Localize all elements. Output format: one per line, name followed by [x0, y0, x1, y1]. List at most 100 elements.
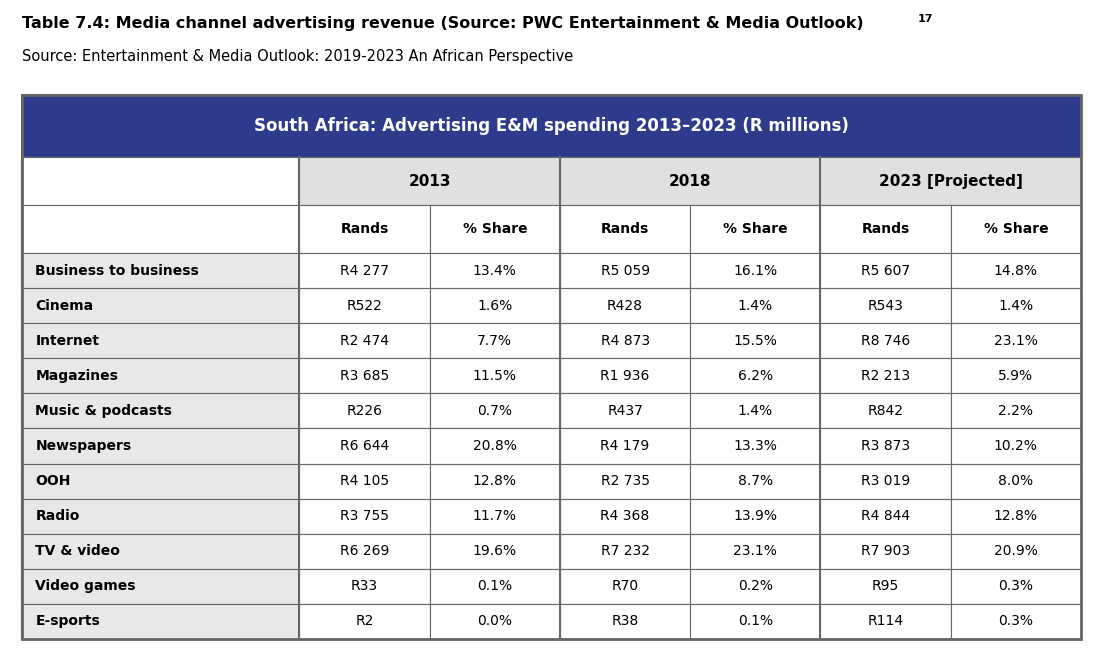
Text: Internet: Internet [35, 334, 99, 348]
Text: 23.1%: 23.1% [733, 544, 778, 558]
Text: 14.8%: 14.8% [994, 263, 1038, 278]
Bar [22, 358, 299, 393]
Bar [690, 323, 821, 358]
Bar [22, 95, 1081, 157]
Text: 1.4%: 1.4% [738, 299, 773, 312]
Text: R2 474: R2 474 [340, 334, 389, 348]
Bar [951, 534, 1081, 569]
Bar [951, 358, 1081, 393]
Bar [22, 499, 299, 534]
Text: R5 607: R5 607 [861, 263, 910, 278]
Bar [821, 393, 951, 428]
Text: 1.6%: 1.6% [478, 299, 513, 312]
Bar [821, 428, 951, 464]
Text: R6 644: R6 644 [340, 439, 389, 453]
Bar [430, 428, 560, 464]
Bar [821, 499, 951, 534]
Text: R95: R95 [872, 580, 899, 593]
Text: R70: R70 [611, 580, 639, 593]
Text: 13.3%: 13.3% [733, 439, 778, 453]
Text: R38: R38 [611, 614, 639, 629]
Bar [299, 499, 430, 534]
Bar [22, 464, 299, 499]
Text: Business to business: Business to business [35, 263, 199, 278]
Bar [430, 393, 560, 428]
Bar [821, 288, 951, 323]
Bar [430, 534, 560, 569]
Bar [560, 569, 690, 604]
Text: E-sports: E-sports [35, 614, 100, 629]
Bar [430, 288, 560, 323]
Bar [560, 323, 690, 358]
Text: % Share: % Share [722, 222, 788, 236]
Bar [821, 464, 951, 499]
Text: 0.3%: 0.3% [998, 614, 1034, 629]
Bar [22, 604, 299, 639]
Text: Rands: Rands [341, 222, 388, 236]
Bar [22, 95, 1081, 639]
Bar [690, 464, 821, 499]
Text: R4 368: R4 368 [600, 509, 650, 523]
Text: R2 213: R2 213 [861, 369, 910, 383]
Bar [299, 253, 430, 288]
Bar [821, 157, 1081, 205]
Text: R1 936: R1 936 [600, 369, 650, 383]
Bar [22, 95, 1081, 639]
Bar [951, 253, 1081, 288]
Text: R842: R842 [868, 404, 903, 418]
Text: 23.1%: 23.1% [994, 334, 1038, 348]
Bar [299, 604, 430, 639]
Bar [560, 464, 690, 499]
Text: 2018: 2018 [668, 173, 711, 188]
Bar [560, 393, 690, 428]
Text: Table 7.4: Media channel advertising revenue (Source: PWC Entertainment & Media : Table 7.4: Media channel advertising rev… [22, 16, 864, 31]
Bar [299, 428, 430, 464]
Text: R4 873: R4 873 [600, 334, 650, 348]
Bar [821, 534, 951, 569]
Bar [690, 534, 821, 569]
Text: 15.5%: 15.5% [733, 334, 778, 348]
Text: OOH: OOH [35, 474, 71, 488]
Bar [299, 323, 430, 358]
Text: Cinema: Cinema [35, 299, 94, 312]
Text: R3 019: R3 019 [861, 474, 910, 488]
Bar [951, 393, 1081, 428]
Bar [951, 428, 1081, 464]
Text: 1.4%: 1.4% [998, 299, 1034, 312]
Text: 13.9%: 13.9% [733, 509, 778, 523]
Text: R4 277: R4 277 [340, 263, 389, 278]
Bar [821, 604, 951, 639]
Text: 16.1%: 16.1% [733, 263, 778, 278]
Bar [821, 253, 951, 288]
Bar [22, 393, 299, 428]
Bar [690, 428, 821, 464]
Text: 1.4%: 1.4% [738, 404, 773, 418]
Text: 12.8%: 12.8% [994, 509, 1038, 523]
Bar [299, 534, 430, 569]
Bar [430, 358, 560, 393]
Bar [299, 393, 430, 428]
Bar [690, 393, 821, 428]
Bar [560, 205, 690, 253]
Bar [299, 569, 430, 604]
Text: 8.0%: 8.0% [998, 474, 1034, 488]
Text: 7.7%: 7.7% [478, 334, 512, 348]
Text: 2.2%: 2.2% [998, 404, 1034, 418]
Bar [22, 428, 299, 464]
Text: R7 903: R7 903 [861, 544, 910, 558]
Bar [430, 464, 560, 499]
Text: 2023 [Projected]: 2023 [Projected] [879, 173, 1022, 188]
Bar [22, 288, 299, 323]
Text: R2: R2 [355, 614, 374, 629]
Text: Music & podcasts: Music & podcasts [35, 404, 172, 418]
Text: 0.2%: 0.2% [738, 580, 773, 593]
Text: TV & video: TV & video [35, 544, 120, 558]
Bar [690, 499, 821, 534]
Bar [821, 358, 951, 393]
Text: 11.5%: 11.5% [473, 369, 517, 383]
Text: % Share: % Share [984, 222, 1048, 236]
Text: 0.1%: 0.1% [478, 580, 513, 593]
Bar [951, 288, 1081, 323]
Text: 0.7%: 0.7% [478, 404, 512, 418]
Bar [22, 157, 299, 205]
